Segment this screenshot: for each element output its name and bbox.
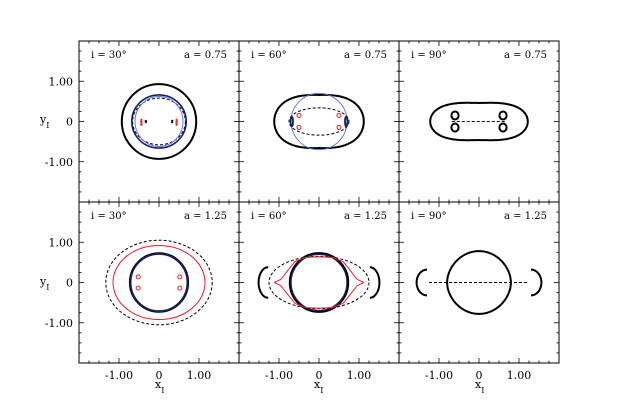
dashed-contour bbox=[288, 107, 350, 136]
critical-curve bbox=[129, 253, 189, 312]
panel-p4: i = 30° a = 1.25 1.00 0 -1.00 -1.00 0 1.00 bbox=[45, 201, 240, 382]
axis-labels: yI yI xI xI xI bbox=[39, 113, 484, 395]
caustic-curve bbox=[135, 274, 141, 280]
panel-ticks bbox=[238, 40, 400, 203]
inclination-label: i = 60° bbox=[251, 211, 287, 222]
y-tick-label: 0 bbox=[66, 116, 73, 129]
critical-curve bbox=[450, 110, 460, 121]
outer-shadow-curve bbox=[429, 101, 529, 142]
y-tick-label: 1.00 bbox=[49, 236, 74, 249]
critical-curve bbox=[128, 252, 190, 313]
spin-label: a = 0.75 bbox=[184, 50, 227, 61]
caustic-curve bbox=[336, 125, 342, 131]
panel-ticks bbox=[238, 201, 400, 364]
x-tick-label: 0 bbox=[316, 369, 323, 382]
caustic-curve bbox=[296, 112, 302, 118]
panel-grid: i = 30° a = 0.75 1.00 0 -1.00 i = 60° a = 0.75… bbox=[45, 40, 560, 382]
spin-label: a = 0.75 bbox=[504, 50, 547, 61]
panel-curves bbox=[105, 239, 213, 326]
panel-curves bbox=[120, 83, 198, 160]
panel-frame bbox=[238, 40, 400, 203]
critical-curve bbox=[498, 110, 508, 121]
dashed-contour bbox=[105, 239, 213, 326]
panel-curves bbox=[273, 92, 365, 151]
x-axis-label-middle: xI bbox=[314, 378, 323, 395]
spin-label: a = 1.25 bbox=[184, 211, 227, 222]
y-tick-label: -1.00 bbox=[45, 156, 73, 169]
critical-curve bbox=[131, 94, 188, 149]
x-tick-label: -1.00 bbox=[105, 369, 133, 382]
inclination-label: i = 60° bbox=[251, 50, 287, 61]
critical-curve bbox=[290, 92, 348, 151]
inclination-label: i = 30° bbox=[91, 50, 127, 61]
side-lobe-curve bbox=[369, 266, 381, 299]
caustic-curve bbox=[296, 125, 302, 131]
spin-label: a = 1.25 bbox=[504, 211, 547, 222]
critical-curve bbox=[288, 252, 350, 313]
panel-curves bbox=[257, 252, 381, 313]
spin-label: a = 0.75 bbox=[344, 50, 387, 61]
caustic-curve bbox=[112, 244, 206, 321]
critical-curve bbox=[290, 253, 348, 312]
x-tick-label: -1.00 bbox=[425, 369, 453, 382]
inclination-label: i = 90° bbox=[411, 50, 447, 61]
y-tick-label: 0 bbox=[66, 277, 73, 290]
caustic-curve bbox=[273, 282, 365, 309]
panel-p3: i = 90° a = 0.75 bbox=[398, 40, 560, 203]
x-tick-label: 0 bbox=[156, 369, 163, 382]
y-axis-label-bottom: yI bbox=[39, 275, 49, 292]
x-axis-label-right: xI bbox=[475, 378, 484, 395]
side-lobe-curve bbox=[530, 268, 543, 297]
caustic-curve bbox=[140, 121, 143, 127]
x-tick-label: 1.00 bbox=[347, 369, 372, 382]
panel-ticks bbox=[78, 40, 240, 203]
panel-p1: i = 30° a = 0.75 1.00 0 -1.00 bbox=[45, 40, 240, 203]
critical-curve bbox=[120, 83, 198, 160]
critical-curve bbox=[498, 122, 508, 133]
y-tick-label: -1.00 bbox=[45, 317, 73, 330]
panel-ticks bbox=[78, 201, 240, 364]
side-lobe-curve bbox=[415, 268, 428, 297]
x-tick-label: -1.00 bbox=[265, 369, 293, 382]
panel-ticks bbox=[398, 201, 560, 364]
caustic-curve bbox=[336, 112, 342, 118]
caustic-curve bbox=[177, 285, 183, 291]
x-axis-label-left: xI bbox=[155, 378, 164, 395]
x-tick-label: 1.00 bbox=[187, 369, 212, 382]
panel-p2: i = 60° a = 0.75 bbox=[238, 40, 400, 203]
inclination-label: i = 30° bbox=[91, 211, 127, 222]
inclination-label: i = 90° bbox=[411, 211, 447, 222]
panel-curves bbox=[429, 101, 529, 142]
panel-frame bbox=[78, 201, 240, 364]
dashed-contour bbox=[268, 255, 370, 310]
caustic-curve bbox=[175, 121, 178, 127]
side-lobe-curve bbox=[257, 266, 269, 299]
caustic-curve bbox=[273, 256, 365, 283]
spin-label: a = 1.25 bbox=[344, 211, 387, 222]
panel-curves bbox=[415, 250, 543, 315]
caustic-curve bbox=[177, 274, 183, 280]
panel-frame bbox=[78, 40, 240, 203]
y-axis-label-top: yI bbox=[39, 113, 49, 130]
critical-curve bbox=[450, 122, 460, 133]
critical-curve bbox=[171, 119, 174, 124]
critical-curve bbox=[344, 115, 349, 128]
panel-frame bbox=[238, 201, 400, 364]
x-tick-label: 1.00 bbox=[507, 369, 532, 382]
x-tick-label: 0 bbox=[476, 369, 483, 382]
panel-p6: i = 90° a = 1.25 -1.00 0 1.00 bbox=[398, 201, 560, 382]
outer-shadow-curve bbox=[273, 93, 365, 150]
critical-curve bbox=[144, 119, 147, 124]
y-tick-label: 1.00 bbox=[49, 75, 74, 88]
critical-curve bbox=[289, 115, 294, 128]
panel-p5: i = 60° a = 1.25 -1.00 0 1.00 bbox=[238, 201, 400, 382]
caustic-curve bbox=[135, 285, 141, 291]
critical-curve bbox=[134, 96, 184, 147]
